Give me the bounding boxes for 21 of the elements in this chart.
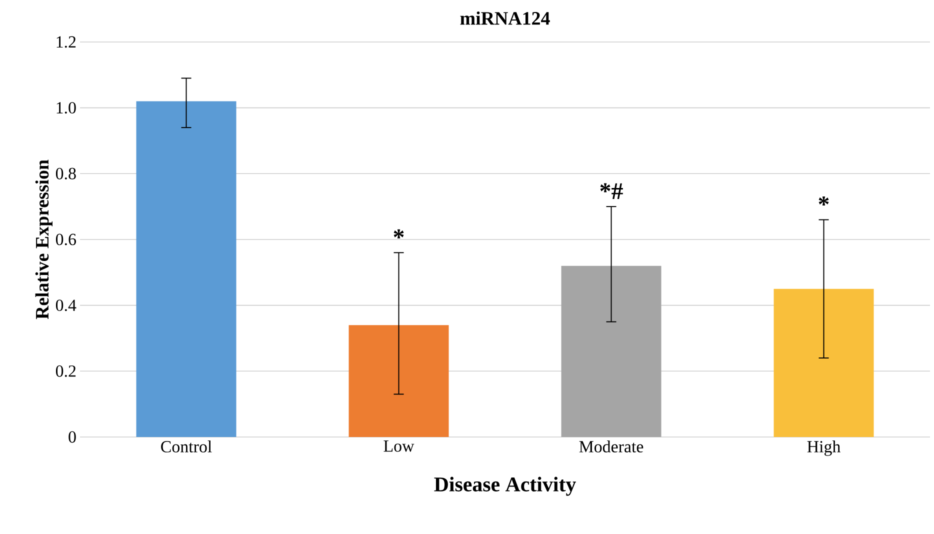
y-tick-label: 0.6	[56, 234, 76, 246]
x-tick-label: High	[807, 440, 840, 456]
bar	[774, 288, 874, 437]
annotation: *	[394, 229, 404, 238]
x-axis-title: Disease Activity	[434, 476, 576, 496]
y-tick-label: 0	[68, 431, 76, 443]
y-tick-label: 0.2	[56, 365, 76, 377]
x-tick-label: Control	[161, 440, 212, 452]
y-tick-label: 0.8	[56, 168, 76, 180]
y-tick-label: 1.0	[56, 102, 76, 114]
y-tick-label: 1.2	[56, 36, 76, 48]
x-tick-label: Moderate	[579, 440, 644, 452]
annotation: *	[818, 196, 829, 206]
y-tick-label: 0.4	[56, 300, 76, 312]
bar	[348, 325, 449, 437]
chart-title: miRNA124	[460, 11, 550, 25]
bar	[136, 101, 236, 437]
y-axis-title: Relative Expression	[35, 160, 52, 320]
bar	[561, 266, 662, 437]
annotation: *#	[600, 183, 623, 200]
x-tick-label: Low	[384, 440, 414, 452]
